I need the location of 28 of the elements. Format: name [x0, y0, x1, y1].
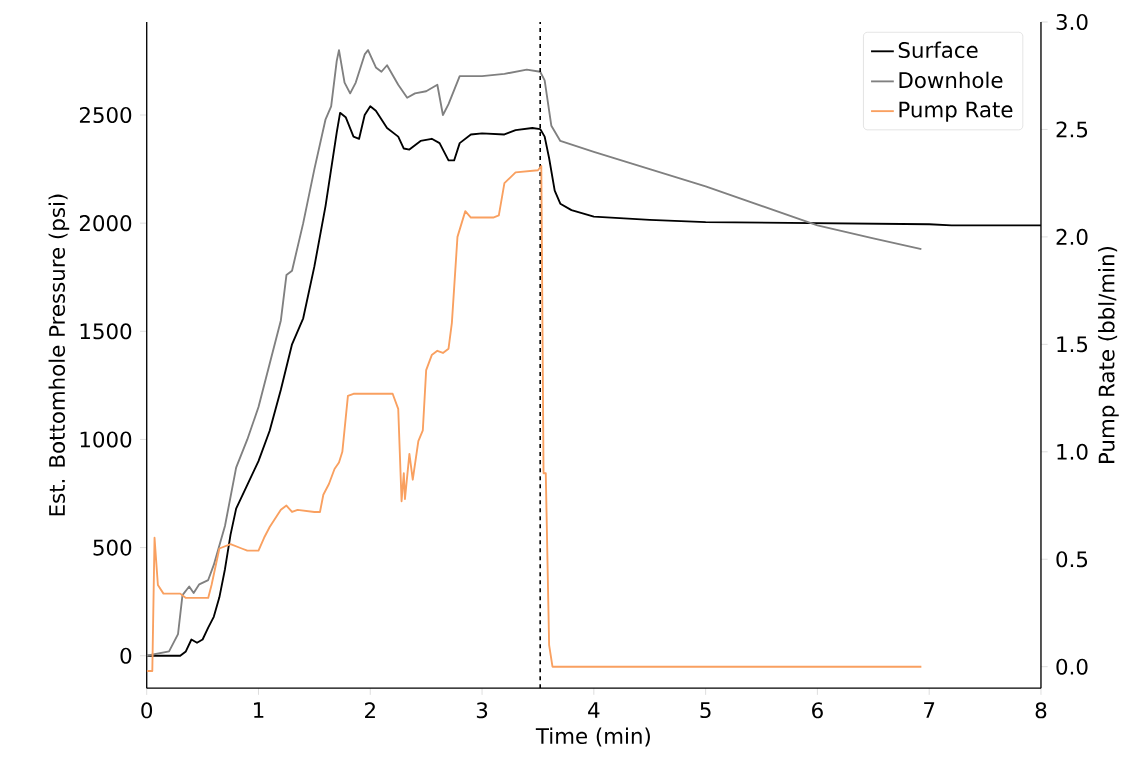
x-axis-title: Time (min): [535, 727, 650, 747]
legend-label: Pump Rate: [899, 101, 1013, 122]
x-tick-label: 4: [588, 702, 600, 719]
x-tick-label: 7: [924, 702, 935, 719]
legend-label: Downhole: [899, 71, 1003, 89]
y-tick-label: 1500: [80, 323, 132, 340]
y-tick-label: 2500: [79, 107, 132, 124]
y2-tick-label: 2.0: [1056, 229, 1088, 246]
y2-axis-title: Pump Rate (bbl/min): [1098, 247, 1119, 464]
y2-tick-label: 0.5: [1056, 551, 1088, 568]
x-tick-label: 2: [365, 702, 375, 719]
y-tick-label: 500: [93, 539, 132, 556]
y2-tick-label: 0.0: [1056, 658, 1088, 675]
x-tick-label: 8: [1035, 702, 1047, 719]
x-tick-label: 3: [476, 702, 488, 719]
y2-tick-label: 3.0: [1056, 14, 1088, 31]
y-axis-title: Est. Bottomhole Pressure (psi): [48, 194, 70, 516]
y-tick-label: 0: [120, 647, 132, 665]
x-tick-label: 0: [141, 702, 153, 719]
y-tick-label: 2000: [79, 215, 132, 232]
x-tick-label: 5: [700, 702, 711, 719]
y2-tick-label: 1.0: [1057, 443, 1088, 461]
x-tick-label: 6: [812, 702, 823, 719]
y2-tick-label: 2.5: [1056, 121, 1088, 138]
y2-tick-label: 1.5: [1057, 336, 1088, 353]
x-tick-label: 1: [254, 702, 264, 719]
y-tick-label: 1000: [80, 431, 132, 448]
legend-label: Surface: [898, 41, 978, 59]
